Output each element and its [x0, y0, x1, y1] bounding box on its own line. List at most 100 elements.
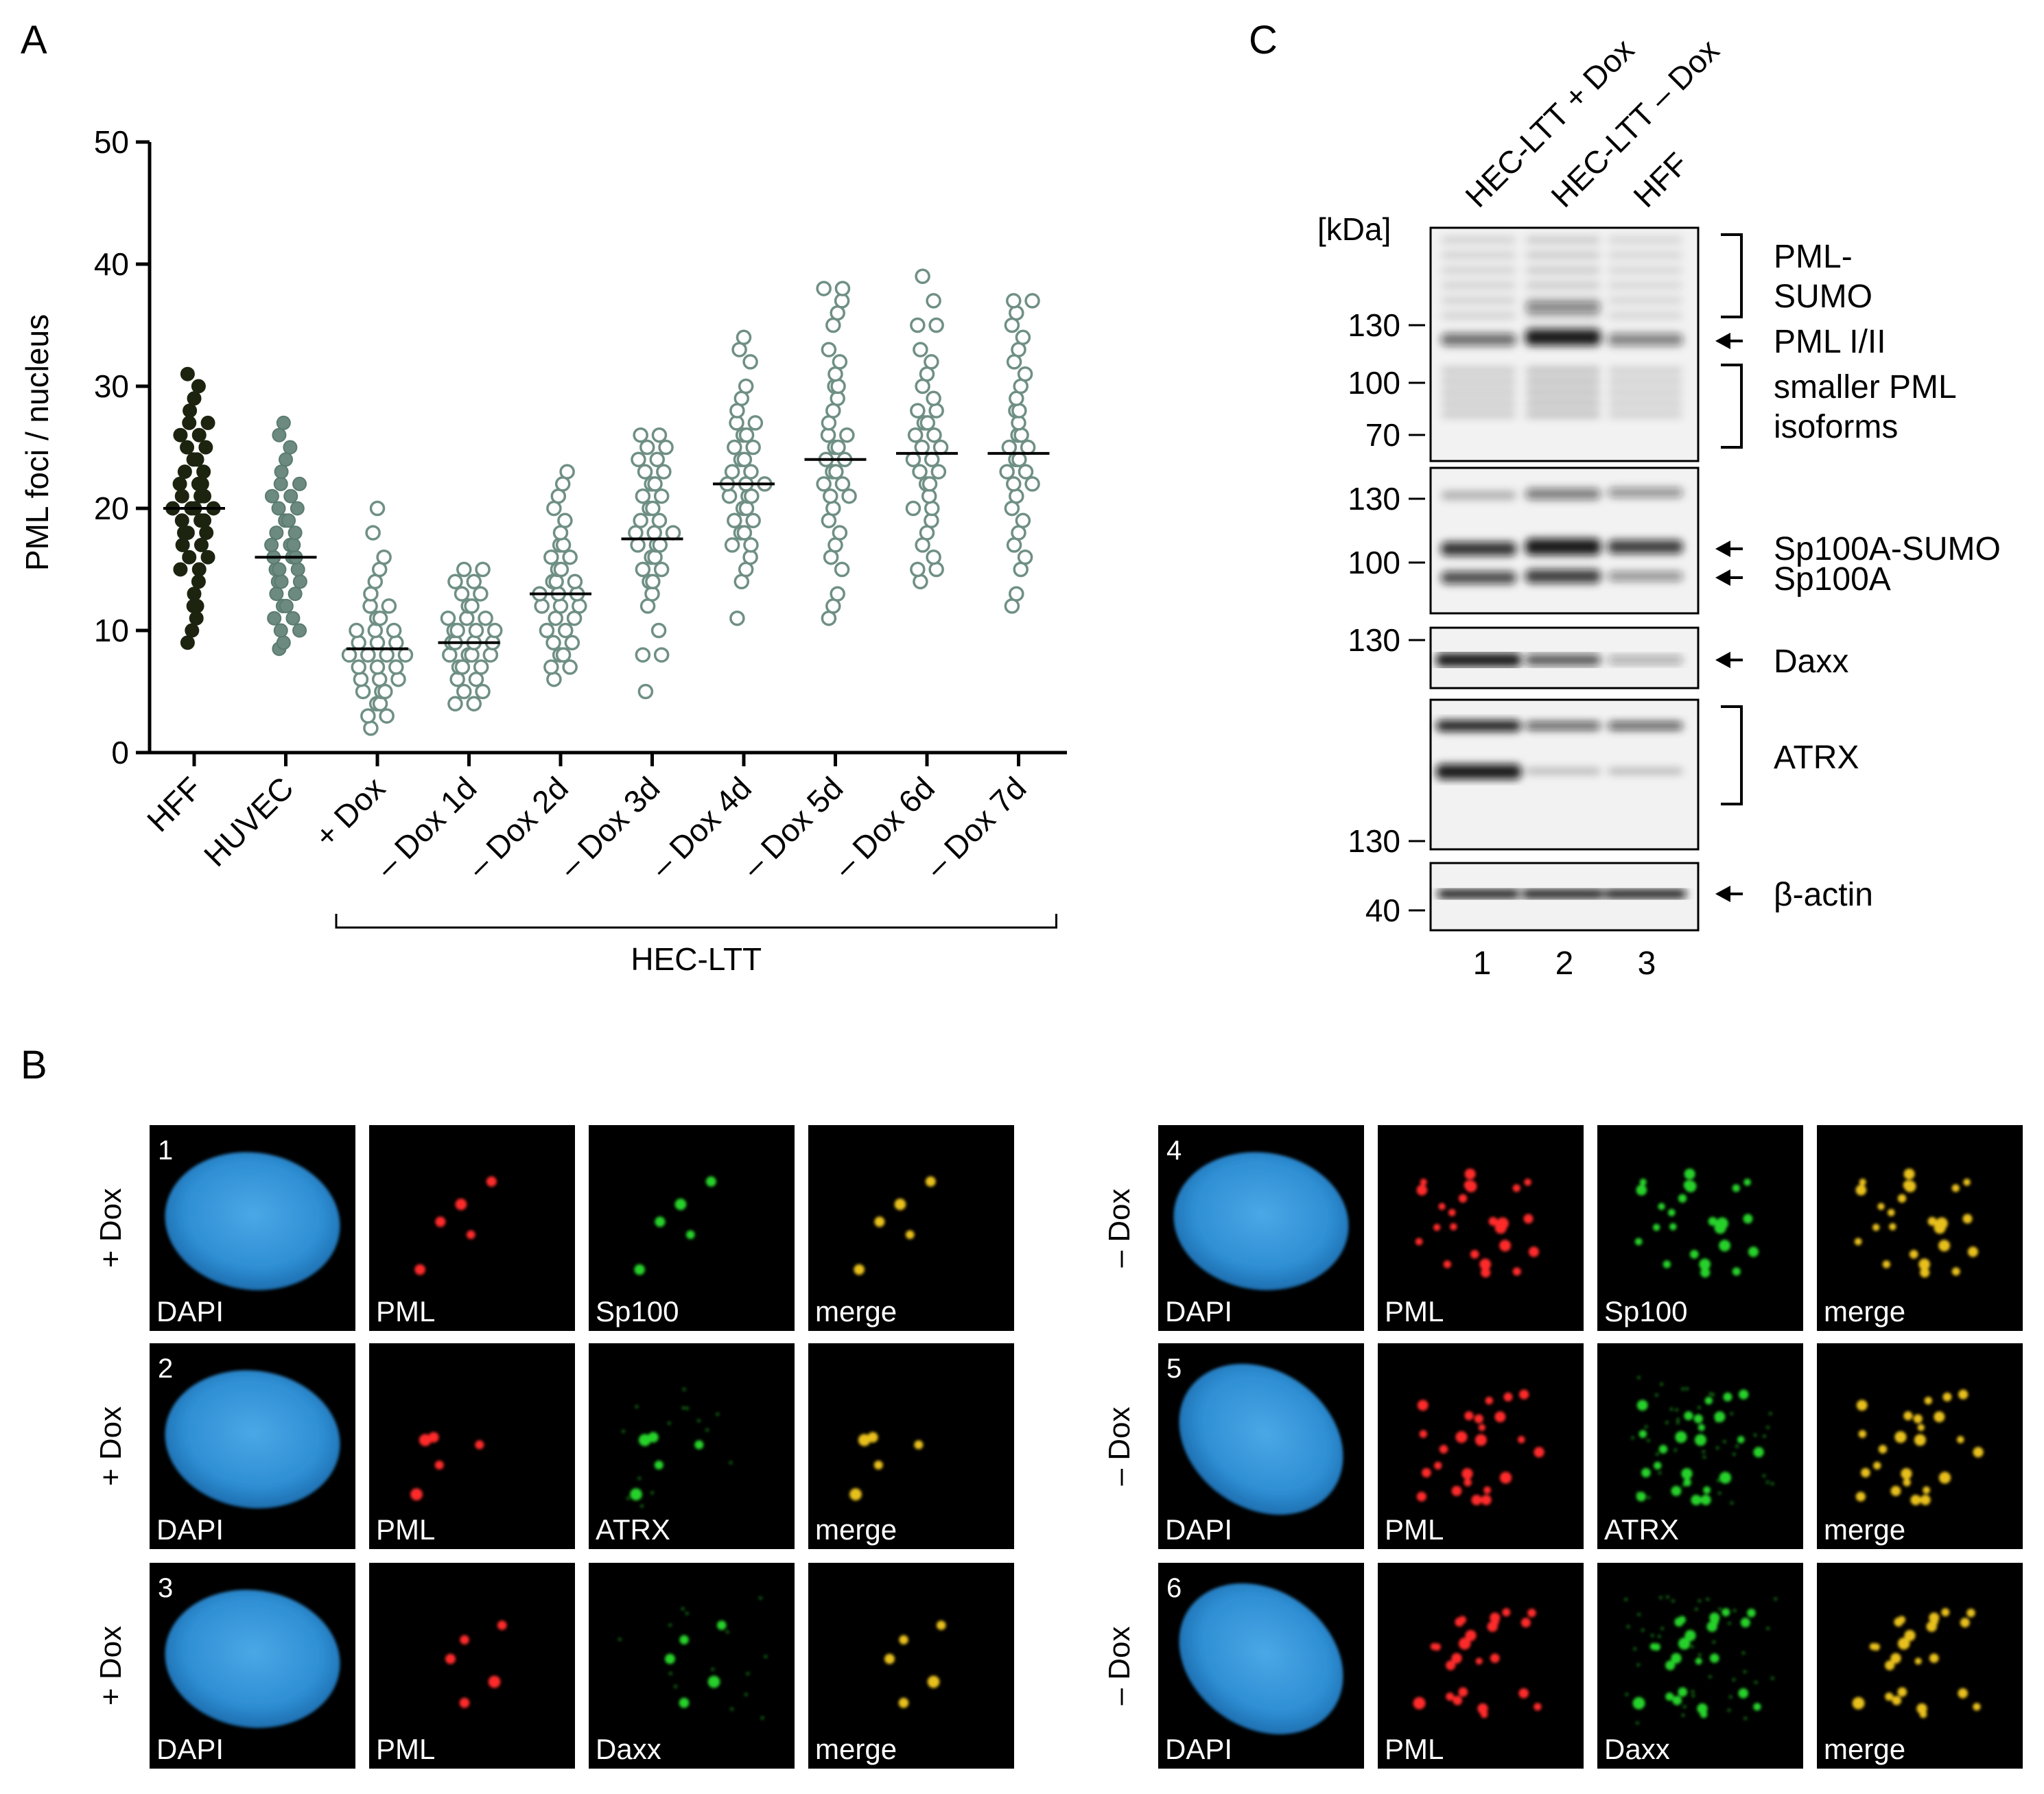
channel-label: DAPI	[1165, 1513, 1232, 1546]
nuclear-focus	[1753, 1703, 1761, 1711]
data-point	[283, 440, 298, 455]
data-point	[269, 526, 284, 541]
micrograph-tile: merge	[1817, 1125, 2023, 1331]
background-speckle	[1685, 1645, 1689, 1649]
nuclear-focus	[1938, 1240, 1951, 1252]
data-point	[369, 500, 386, 517]
nuclear-focus	[1929, 1612, 1940, 1623]
nuclear-focus	[1413, 1697, 1426, 1710]
background-speckle	[1743, 1716, 1748, 1721]
blot-panel: 130	[1348, 698, 1700, 859]
blot-band	[1608, 237, 1683, 244]
nuclear-focus	[1723, 1392, 1732, 1402]
foci-group	[1852, 1608, 1981, 1719]
data-point	[823, 488, 838, 504]
background-speckle	[1660, 1627, 1665, 1631]
data-point	[650, 622, 667, 639]
nuclear-focus	[1518, 1688, 1529, 1699]
data-point	[736, 525, 753, 541]
background-speckle	[1754, 1680, 1758, 1684]
nuclear-focus	[867, 1432, 878, 1443]
data-point	[274, 464, 289, 480]
blot-band	[1525, 488, 1601, 499]
nuclear-focus	[1910, 1494, 1921, 1506]
background-speckle	[681, 1607, 685, 1611]
data-point	[279, 598, 294, 613]
annotation-label: smaller PML	[1774, 369, 1957, 405]
nuclear-focus	[1465, 1629, 1477, 1642]
nuclear-focus	[1632, 1697, 1645, 1710]
nuclear-focus	[1914, 1657, 1922, 1665]
data-point	[658, 439, 674, 456]
annotation-arrow-head	[1715, 333, 1730, 349]
channel-label: merge	[815, 1295, 897, 1327]
condition-label: – Dox	[1103, 1407, 1136, 1486]
blot-band	[1525, 722, 1601, 730]
nuclear-focus	[1951, 1184, 1960, 1192]
data-point	[816, 281, 832, 296]
background-speckle	[725, 1630, 729, 1634]
data-point	[999, 464, 1015, 480]
nuclear-focus	[1872, 1643, 1880, 1651]
blot-band	[1608, 540, 1683, 554]
background-speckle	[1743, 1670, 1747, 1674]
data-point	[454, 659, 471, 675]
nuclear-focus	[1960, 1618, 1970, 1628]
annotation-label: PML I/II	[1774, 324, 1886, 360]
background-speckle	[1665, 1595, 1669, 1599]
background-speckle	[1718, 1607, 1722, 1611]
background-speckle	[1697, 1406, 1701, 1410]
data-point	[921, 476, 938, 492]
data-point	[839, 427, 855, 443]
blot-band	[1608, 411, 1683, 418]
data-point	[466, 574, 482, 590]
micrograph-background	[808, 1563, 1014, 1769]
nuclear-focus	[1455, 1431, 1468, 1443]
data-point	[475, 683, 491, 700]
background-speckle	[1660, 1382, 1664, 1386]
annotation-arrow-head	[1715, 541, 1730, 557]
data-point	[369, 635, 386, 651]
data-point	[744, 488, 760, 504]
nuclear-focus	[1904, 1180, 1916, 1192]
nuclear-focus	[1854, 1238, 1862, 1246]
nuclear-focus	[1446, 1692, 1455, 1701]
data-point	[274, 574, 289, 589]
data-point	[633, 512, 648, 529]
nuclear-focus	[1703, 1486, 1711, 1494]
background-speckle	[1631, 1436, 1635, 1440]
nuclear-focus	[1665, 1660, 1676, 1671]
background-speckle	[1698, 1599, 1702, 1603]
data-point	[276, 635, 291, 650]
nuclear-focus	[634, 1264, 645, 1275]
annotation-label: Sp100A	[1774, 561, 1891, 598]
data-point	[1009, 586, 1024, 602]
background-speckle	[626, 1496, 631, 1500]
data-point	[1024, 476, 1040, 492]
nuclear-focus	[1743, 1214, 1753, 1224]
data-point	[1013, 427, 1029, 443]
nuclear-focus	[1897, 1687, 1907, 1697]
data-point	[269, 587, 284, 602]
data-point	[637, 683, 654, 700]
nuclear-focus	[1465, 1180, 1477, 1192]
data-point	[564, 635, 580, 651]
background-speckle	[1637, 1612, 1641, 1616]
blot-band	[1525, 378, 1601, 385]
data-point	[926, 427, 942, 443]
data-point	[834, 561, 850, 578]
nuclear-focus	[1446, 1660, 1456, 1671]
background-speckle	[1732, 1609, 1737, 1613]
background-speckle	[1624, 1597, 1628, 1601]
category-label: – Dox 1d	[369, 770, 484, 884]
micrograph-background	[808, 1343, 1014, 1549]
data-point	[651, 512, 668, 529]
data-point	[1006, 476, 1022, 492]
nuclear-focus	[1669, 1223, 1677, 1231]
annotation-label: ATRX	[1774, 740, 1859, 776]
annotation-label: PML-	[1774, 239, 1853, 275]
nuclear-focus	[1973, 1703, 1981, 1711]
blot-bands	[1436, 653, 1683, 667]
nuclear-focus	[1634, 1238, 1643, 1246]
blot-band	[1608, 378, 1683, 385]
